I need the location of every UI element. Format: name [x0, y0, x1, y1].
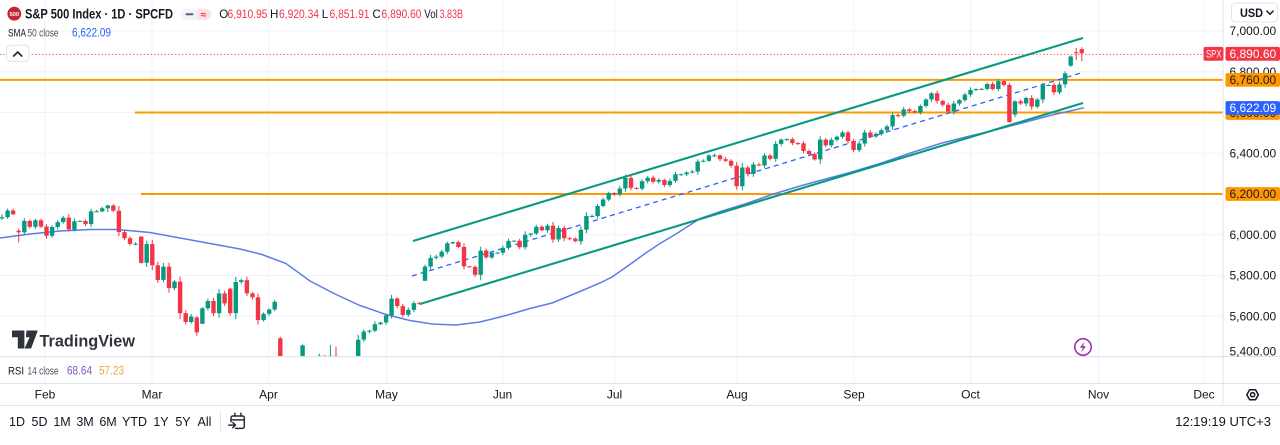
svg-text:Aug: Aug: [726, 388, 747, 402]
svg-text:TradingView: TradingView: [40, 333, 136, 351]
svg-text:6,910.95: 6,910.95: [228, 8, 268, 21]
svg-text:6,622.09: 6,622.09: [72, 27, 111, 40]
svg-text:Feb: Feb: [35, 388, 56, 402]
svg-text:O: O: [219, 8, 228, 21]
svg-text:1M: 1M: [53, 415, 70, 429]
svg-text:3.83B: 3.83B: [440, 8, 464, 21]
svg-text:YTD: YTD: [122, 415, 147, 429]
svg-text:S&P 500 Index · 1D · SPCFD: S&P 500 Index · 1D · SPCFD: [25, 6, 173, 21]
svg-text:USD: USD: [1240, 6, 1263, 20]
svg-text:5,800.00: 5,800.00: [1230, 269, 1277, 283]
svg-text:5Y: 5Y: [175, 415, 191, 429]
svg-text:Oct: Oct: [961, 388, 980, 402]
svg-text:Nov: Nov: [1088, 388, 1109, 402]
svg-text:68.64: 68.64: [67, 365, 92, 378]
svg-text:6,400.00: 6,400.00: [1230, 146, 1277, 160]
svg-text:6,000.00: 6,000.00: [1230, 228, 1277, 242]
svg-text:6,920.34: 6,920.34: [279, 8, 319, 21]
svg-text:7,000.00: 7,000.00: [1230, 24, 1277, 38]
svg-text:14 close: 14 close: [28, 366, 59, 378]
svg-text:L: L: [322, 8, 329, 21]
svg-text:Vol: Vol: [424, 8, 438, 21]
svg-text:1Y: 1Y: [153, 415, 169, 429]
svg-text:5,400.00: 5,400.00: [1230, 345, 1277, 359]
svg-text:RSI: RSI: [8, 366, 24, 378]
svg-text:Apr: Apr: [259, 388, 278, 402]
svg-text:5D: 5D: [32, 415, 48, 429]
svg-text:Dec: Dec: [1193, 388, 1214, 402]
svg-text:Jun: Jun: [493, 388, 512, 402]
svg-text:6,890.60: 6,890.60: [382, 8, 422, 21]
svg-text:Jul: Jul: [607, 388, 622, 402]
svg-text:May: May: [375, 388, 398, 402]
svg-text:6,851.91: 6,851.91: [330, 8, 370, 21]
svg-text:12:19:19 UTC+3: 12:19:19 UTC+3: [1175, 414, 1271, 429]
svg-text:SMA: SMA: [8, 28, 26, 40]
svg-text:Mar: Mar: [142, 388, 163, 402]
svg-text:H: H: [270, 8, 278, 21]
svg-text:6M: 6M: [99, 415, 116, 429]
svg-text:6,890.60: 6,890.60: [1230, 47, 1277, 61]
svg-text:All: All: [198, 415, 212, 429]
svg-text:C: C: [372, 8, 380, 21]
svg-text:6,622.09: 6,622.09: [1230, 101, 1277, 115]
svg-text:50 close: 50 close: [28, 28, 59, 40]
svg-text:Sep: Sep: [843, 388, 865, 402]
svg-text:5,600.00: 5,600.00: [1230, 309, 1277, 323]
svg-text:SPX: SPX: [1206, 49, 1222, 61]
svg-text:≈: ≈: [201, 10, 207, 21]
svg-text:57.23: 57.23: [99, 365, 124, 378]
svg-text:6,200.00: 6,200.00: [1230, 187, 1277, 201]
svg-text:3M: 3M: [76, 415, 93, 429]
svg-text:1D: 1D: [9, 415, 25, 429]
svg-text:6,760.00: 6,760.00: [1230, 73, 1277, 87]
svg-text:500: 500: [10, 12, 19, 18]
